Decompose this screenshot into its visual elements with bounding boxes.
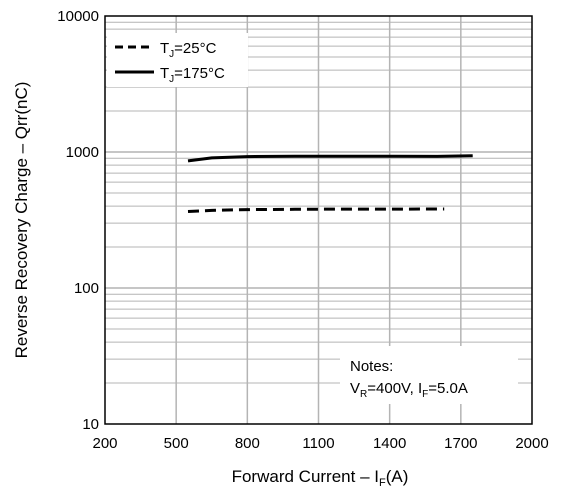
x-tick-label: 1700 (444, 435, 477, 452)
legend-label-25c: TJ=25°C (160, 40, 217, 60)
notes-conditions: VR=400V, IF=5.0A (350, 380, 468, 400)
legend: TJ=25°C TJ=175°C (107, 33, 248, 87)
x-axis-title: Forward Current – IF(A) (232, 467, 409, 488)
y-axis-title: Reverse Recovery Charge – Qrr(nC) (12, 82, 31, 359)
x-tick-label: 1100 (302, 435, 334, 452)
x-tick-label: 500 (164, 435, 189, 452)
series-line-1 (187, 154, 473, 163)
x-tick-labels: 200 500 800 1100 1400 1700 2000 (92, 435, 548, 452)
series-line-0 (187, 207, 445, 213)
legend-box (107, 33, 248, 87)
notes-title: Notes: (350, 358, 393, 375)
y-tick-label: 10 (82, 416, 99, 433)
notes-box: Notes: VR=400V, IF=5.0A (340, 346, 518, 404)
series-group (187, 154, 473, 213)
x-tick-label: 1400 (373, 435, 406, 452)
x-tick-label: 2000 (515, 435, 548, 452)
x-tick-label: 800 (235, 435, 260, 452)
y-tick-labels: 10 100 1000 10000 (57, 8, 99, 433)
y-tick-label: 10000 (57, 8, 99, 25)
y-tick-label: 100 (74, 280, 99, 297)
x-tick-label: 200 (92, 435, 117, 452)
y-tick-label: 1000 (66, 144, 99, 161)
grid (105, 16, 532, 424)
plot-frame (104, 15, 533, 425)
notes-background (340, 346, 518, 404)
legend-label-175c: TJ=175°C (160, 65, 225, 85)
